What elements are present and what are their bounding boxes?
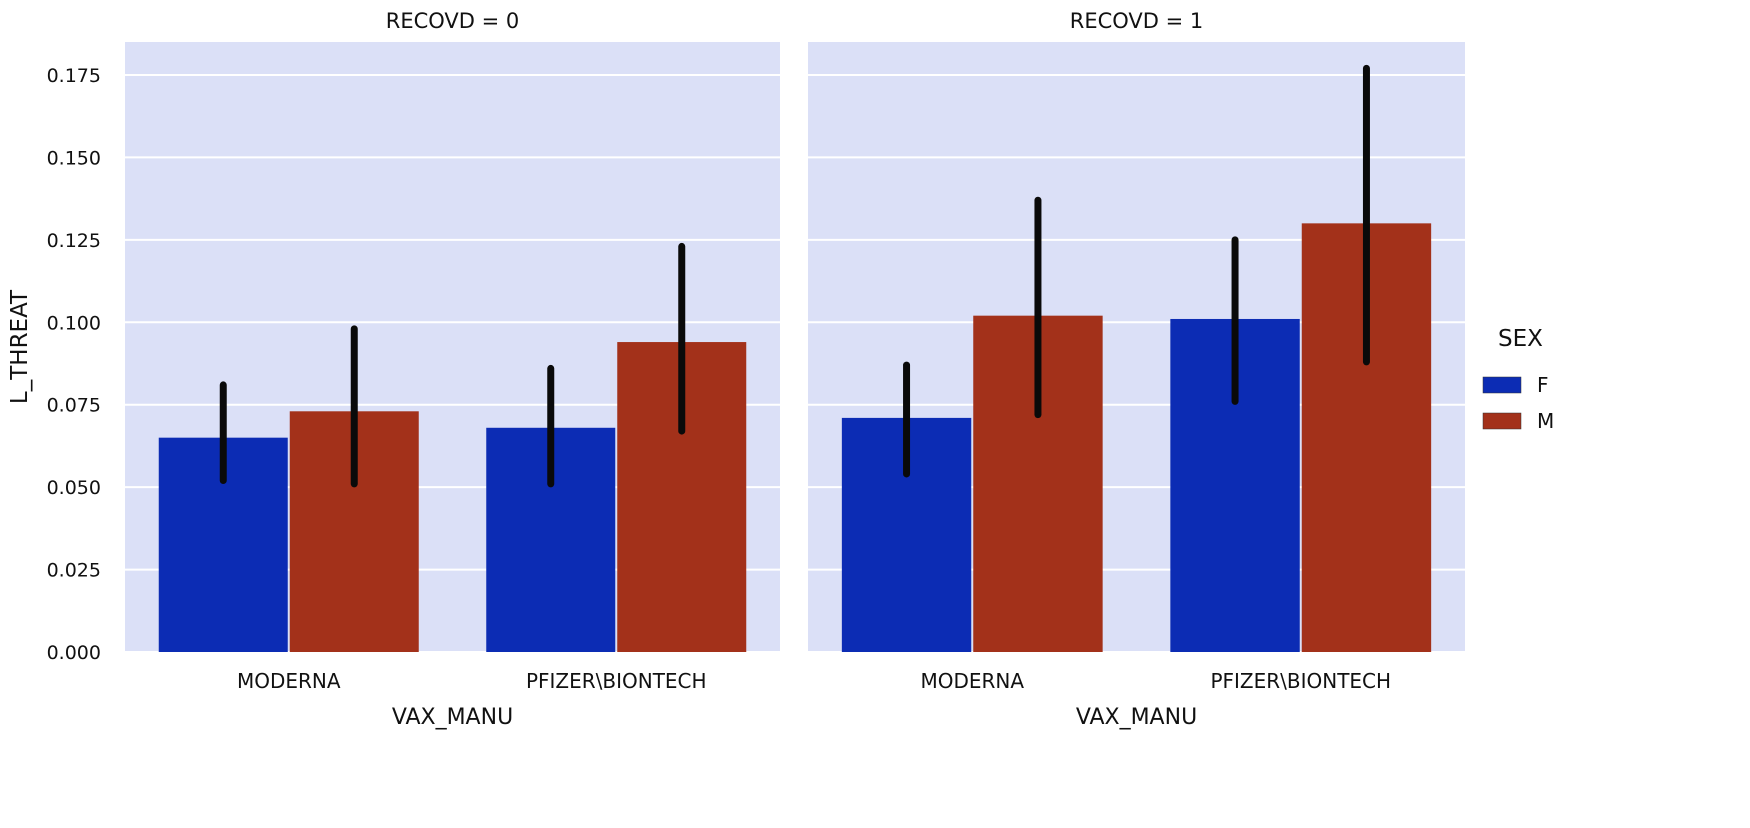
legend-swatch — [1482, 376, 1522, 394]
panel-title: RECOVD = 0 — [386, 9, 520, 33]
y-tick-label: 0.000 — [47, 642, 101, 664]
panel-title: RECOVD = 1 — [1070, 9, 1204, 33]
y-tick-label: 0.175 — [47, 65, 101, 87]
y-tick-label: 0.100 — [47, 312, 101, 334]
x-tick-label: MODERNA — [237, 669, 341, 693]
y-tick-label: 0.025 — [47, 560, 101, 582]
legend-label: M — [1537, 409, 1554, 433]
legend-swatch — [1482, 412, 1522, 430]
x-tick-label: MODERNA — [920, 669, 1024, 693]
y-tick-label: 0.125 — [47, 230, 101, 252]
legend-title: SEX — [1498, 326, 1543, 352]
y-tick-label: 0.150 — [47, 147, 101, 169]
x-tick-label: PFIZER\BIONTECH — [526, 669, 707, 693]
x-tick-label: PFIZER\BIONTECH — [1210, 669, 1391, 693]
y-tick-label: 0.050 — [47, 477, 101, 499]
y-tick-label: 0.075 — [47, 395, 101, 417]
y-axis-label: L_THREAT — [7, 289, 33, 404]
x-axis-label: VAX_MANU — [1076, 705, 1197, 730]
legend-label: F — [1537, 373, 1549, 397]
x-axis-label: VAX_MANU — [392, 705, 513, 730]
